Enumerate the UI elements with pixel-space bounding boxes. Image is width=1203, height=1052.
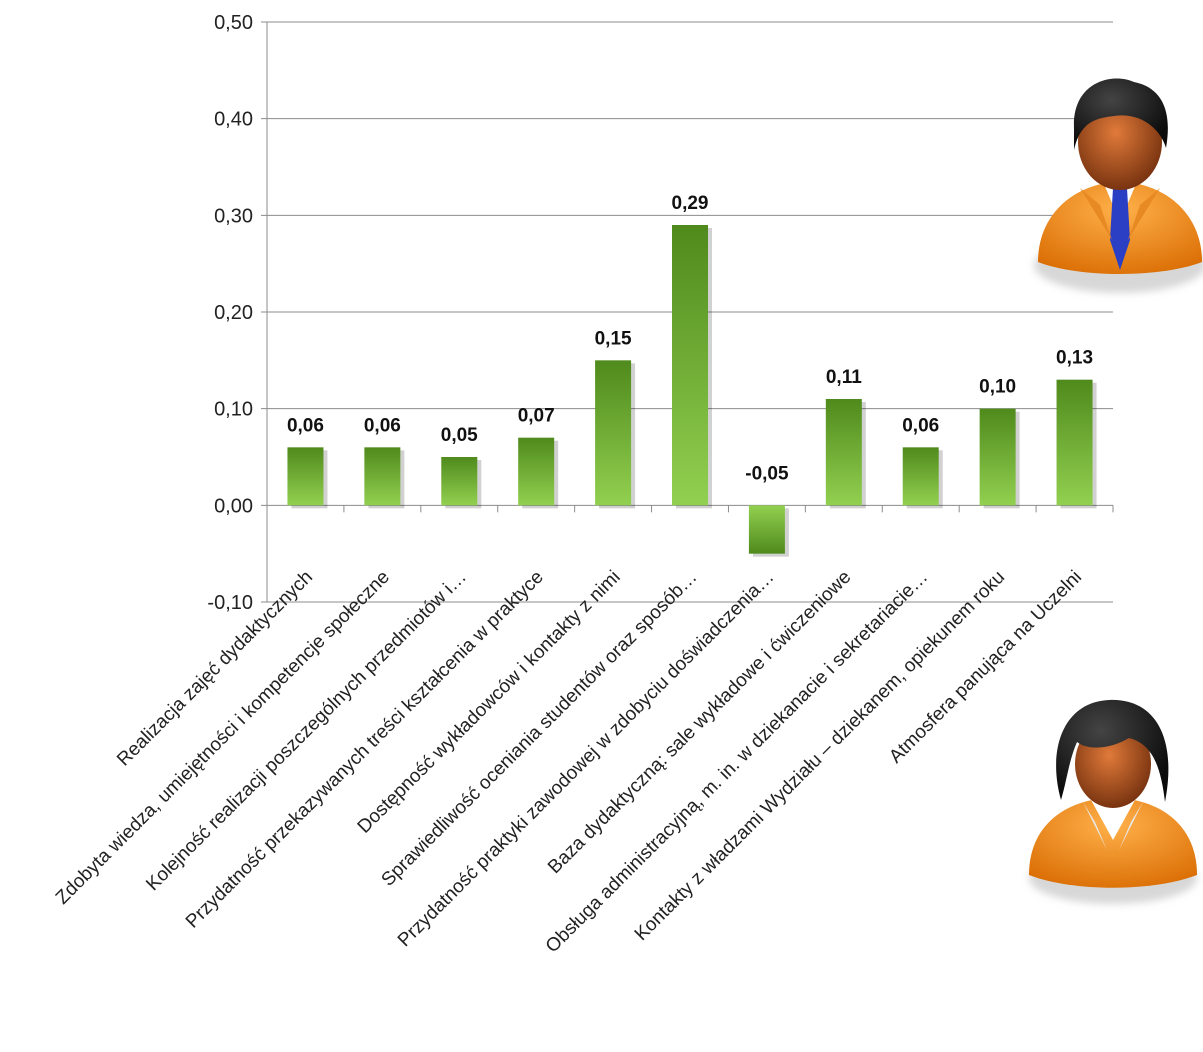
data-labels: 0,06 0,06 0,05 0,07 0,15 0,29 -0,05 0,11 0,06 0,1… — [287, 193, 1093, 484]
bar — [748, 505, 785, 554]
bars — [287, 225, 1097, 557]
bar — [1056, 379, 1093, 506]
man-avatar-icon — [1034, 78, 1203, 293]
data-label: 0,11 — [826, 367, 862, 388]
axes: -0,10 0,00 0,10 0,20 0,30 0,40 0,50 — [207, 12, 1114, 614]
data-label: -0,05 — [745, 463, 789, 484]
category-label: Obsługa administracyjną, m. in. w dzieka… — [542, 567, 932, 957]
y-tick-label: 0,00 — [214, 495, 253, 517]
data-label: 0,06 — [902, 415, 939, 436]
bar — [902, 447, 939, 506]
category-label: Dostępność wykładowców i kontakty z nimi — [354, 567, 625, 838]
y-tick-label: 0,10 — [214, 399, 253, 421]
category-label: Zdobyta wiedza, umiejętności i kompetenc… — [52, 567, 394, 909]
y-tick-label: 0,20 — [214, 302, 253, 324]
category-label: Przydatność przekazywanych treści kształ… — [182, 567, 548, 933]
bar — [595, 360, 632, 506]
data-label: 0,07 — [518, 406, 555, 427]
bar — [287, 447, 324, 506]
bar — [672, 225, 708, 506]
bar — [518, 437, 555, 506]
bar — [364, 447, 401, 506]
y-tick-label: 0,30 — [214, 205, 253, 227]
data-label: 0,10 — [979, 377, 1016, 398]
category-label: Kontakty z władzami Wydziału – dziekanem… — [631, 567, 1009, 945]
y-tick-label: 0,50 — [214, 12, 253, 34]
bar — [441, 457, 478, 506]
data-label: 0,13 — [1056, 348, 1093, 369]
data-label: 0,15 — [595, 328, 632, 349]
data-label: 0,29 — [672, 193, 709, 214]
bar — [825, 399, 862, 506]
y-tick-label: 0,40 — [214, 109, 253, 131]
bar — [979, 408, 1016, 506]
category-label: Przydatność praktyki zawodowej w zdobyci… — [394, 567, 778, 951]
data-label: 0,05 — [441, 425, 478, 446]
y-tick-label: -0,10 — [207, 592, 253, 614]
data-label: 0,06 — [287, 415, 324, 436]
data-label: 0,06 — [364, 415, 401, 436]
woman-avatar-icon — [1029, 699, 1197, 904]
